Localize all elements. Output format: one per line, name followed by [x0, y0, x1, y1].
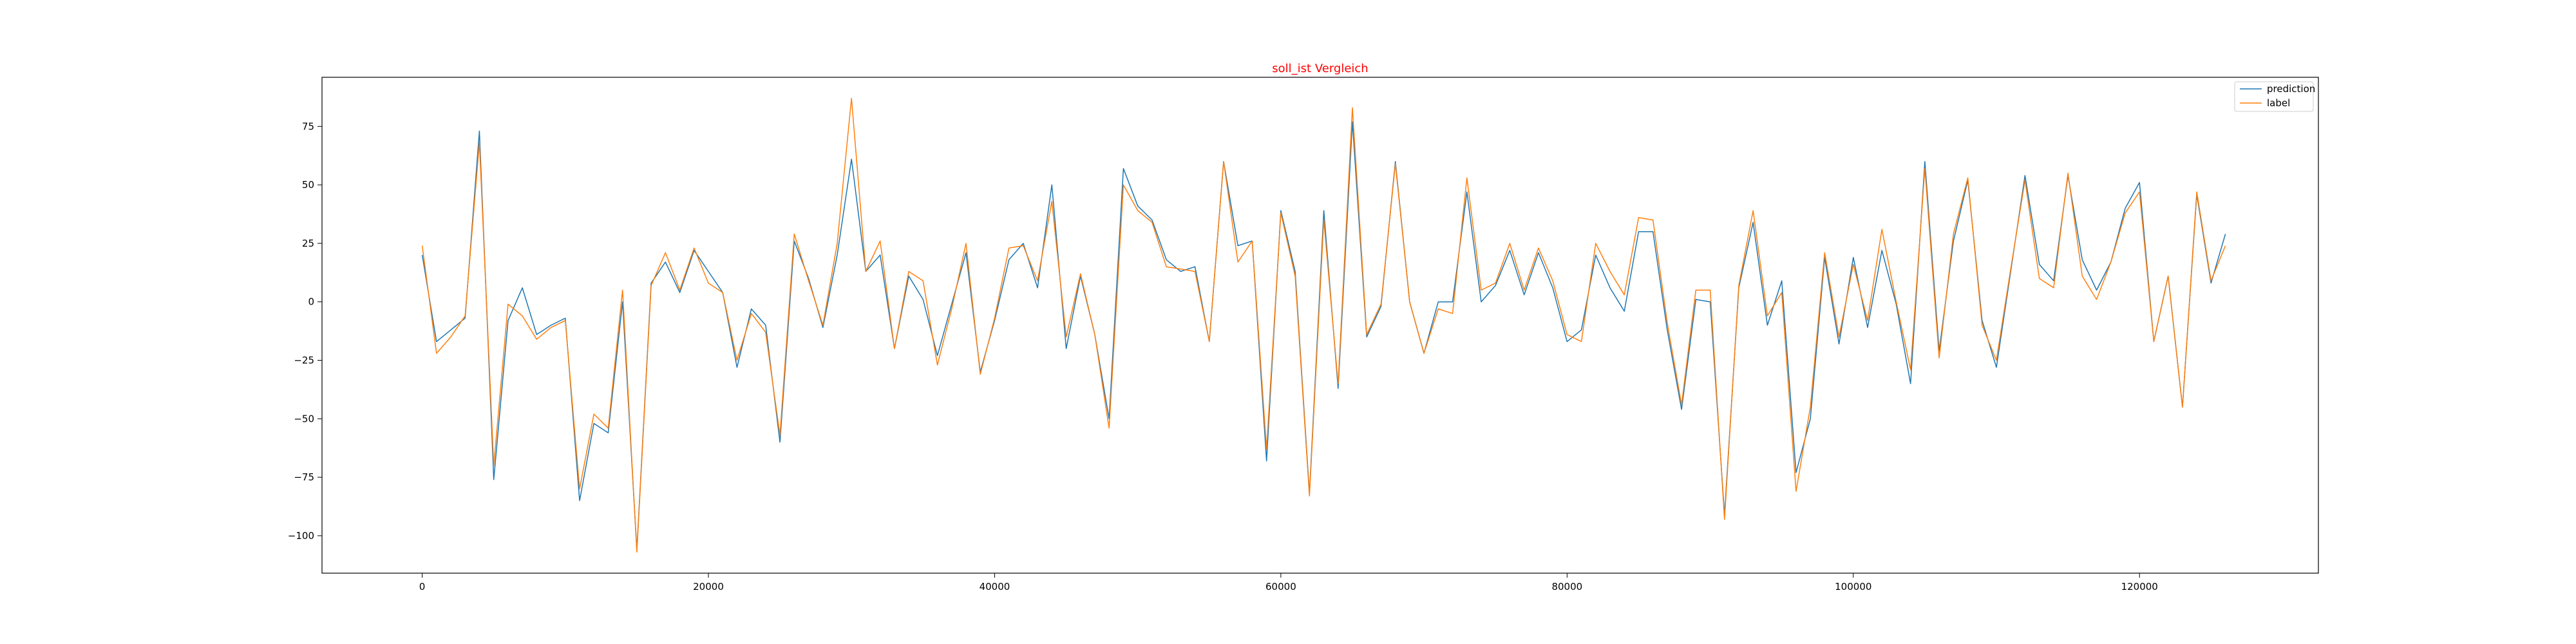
series-lines [421, 97, 2226, 553]
legend-label-prediction: prediction [2267, 83, 2315, 95]
x-tick-label: 20000 [693, 581, 724, 592]
y-tick-label: 50 [302, 179, 314, 191]
chart-title: soll_ist Vergleich [1272, 62, 1368, 75]
x-tick-label: 120000 [2121, 581, 2158, 592]
legend: prediction label [2234, 81, 2315, 112]
x-tick-label: 0 [419, 581, 426, 592]
plot-area-frame [321, 77, 2319, 574]
x-axis: 0 20000 40000 60000 80000 100000 120000 [419, 573, 2158, 592]
y-tick-label: 75 [302, 120, 314, 132]
y-tick-label: 25 [302, 238, 314, 249]
y-tick-label: −75 [294, 471, 314, 483]
y-tick-label: 0 [308, 296, 314, 308]
x-tick-label: 40000 [980, 581, 1010, 592]
y-tick-label: −50 [294, 413, 314, 424]
x-tick-label: 80000 [1551, 581, 1582, 592]
series-line-label [421, 97, 2226, 553]
y-tick-label: −100 [288, 530, 314, 542]
x-tick-label: 60000 [1265, 581, 1296, 592]
y-tick-label: −25 [294, 354, 314, 366]
y-axis: −100 −75 −50 −25 0 25 50 75 [288, 120, 322, 542]
legend-label-label: label [2267, 97, 2290, 109]
x-tick-label: 100000 [1835, 581, 1871, 592]
